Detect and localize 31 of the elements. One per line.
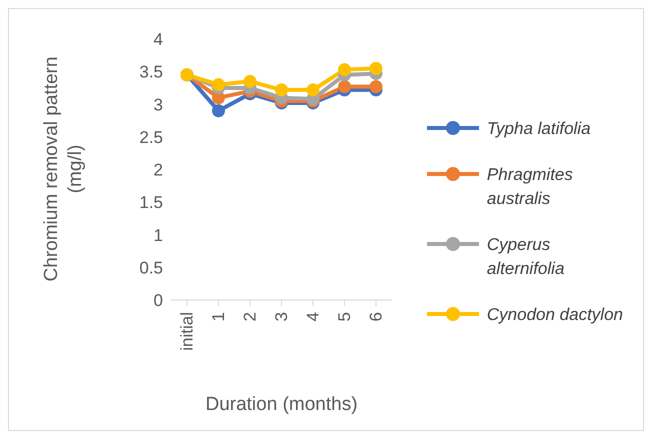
- y-tick-label: 3.5: [139, 62, 163, 82]
- y-tick-label: 1: [154, 226, 163, 245]
- x-tick-label: 5: [335, 312, 354, 322]
- y-tick-label: 2: [154, 160, 163, 180]
- x-tick-label: initial: [178, 312, 196, 351]
- point: [244, 74, 256, 88]
- point: [306, 83, 320, 96]
- y-tick-label: 0.5: [139, 258, 163, 278]
- point: [370, 80, 382, 94]
- point: [338, 63, 351, 76]
- y-tick-label: 4: [154, 30, 163, 50]
- x-tick-label: 2: [240, 312, 260, 322]
- point: [338, 80, 351, 94]
- y-tick-label: 2.5: [139, 128, 163, 147]
- legend-label: Typha latifolia: [486, 118, 591, 140]
- legend-label: Cynodon dactylon: [486, 304, 623, 326]
- y-tick-label: 1.5: [139, 193, 163, 212]
- point: [275, 83, 288, 96]
- x-axis-title: Duration (months): [205, 394, 358, 415]
- point: [212, 78, 225, 92]
- legend-label: Cyperus alternifolia: [486, 234, 564, 280]
- legend-label: Phragmites australis: [486, 164, 573, 210]
- x-tick-label: 1: [209, 312, 228, 322]
- x-tick-label: 3: [272, 312, 291, 322]
- y-axis-title: Chromium removal pattern (mg/l): [40, 56, 87, 284]
- y-tick-label: 3: [154, 95, 163, 114]
- x-tick-label: 6: [366, 312, 386, 322]
- y-tick-label: 0: [154, 291, 163, 310]
- point: [370, 62, 382, 75]
- x-tick-label: 4: [304, 312, 322, 322]
- point: [212, 104, 225, 118]
